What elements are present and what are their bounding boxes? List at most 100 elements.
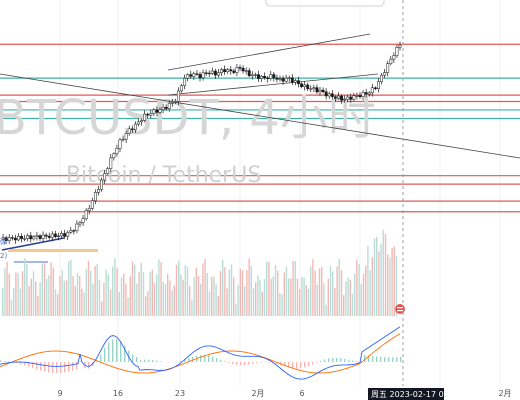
macd-histogram-bar <box>228 362 230 364</box>
macd-histogram-bar <box>68 362 70 372</box>
volume-bar <box>373 238 376 316</box>
volume-bar <box>32 271 35 316</box>
candle-body <box>213 70 217 76</box>
candle-body <box>195 73 199 75</box>
candle-body <box>330 93 334 97</box>
candle-body <box>50 233 54 238</box>
macd-histogram-bar <box>396 357 398 362</box>
x-tick-label: 2月 <box>251 389 264 398</box>
candle-body <box>23 238 27 240</box>
grid <box>59 0 501 386</box>
macd-histogram-bar <box>320 360 322 362</box>
macd-histogram-bar <box>284 362 286 367</box>
candle-body <box>229 69 233 72</box>
candle-body <box>315 87 319 93</box>
candle-body <box>380 74 383 83</box>
volume-bar <box>239 268 241 316</box>
candle-body <box>121 138 125 141</box>
candle-body <box>303 84 307 87</box>
macd-histogram-bar <box>60 362 62 374</box>
macd-histogram-bar <box>388 357 390 362</box>
candle-body <box>189 74 193 77</box>
candle-body <box>170 102 174 104</box>
candle-body <box>63 233 67 237</box>
candle-body <box>127 128 131 134</box>
volume-bar <box>19 288 21 316</box>
macd-histogram-bar <box>120 341 122 362</box>
volume-bar <box>382 229 384 316</box>
volume-bar <box>336 266 338 316</box>
macd-histogram-bar <box>344 358 346 362</box>
volume-bar <box>123 273 125 316</box>
toolbar-box[interactable] <box>265 0 385 7</box>
candle-body <box>352 95 356 100</box>
volume-bar <box>292 261 294 316</box>
candle-body <box>220 69 223 73</box>
candle-body <box>90 200 94 209</box>
volume-bar <box>46 278 48 316</box>
volume-bar <box>13 288 15 316</box>
volume-bar <box>235 303 237 316</box>
macd-histogram-bar <box>48 362 50 373</box>
volume-bar <box>356 259 358 316</box>
candle-body <box>133 123 137 130</box>
volume-bar <box>15 272 17 316</box>
volume-bar <box>391 247 393 316</box>
macd-histogram-bar <box>248 362 250 365</box>
channel-upper-line <box>167 33 371 71</box>
candle-body <box>269 74 273 79</box>
volume-bar <box>114 258 116 316</box>
macd-histogram-bar <box>316 362 318 363</box>
volume-bar <box>4 268 6 316</box>
volume-bar <box>323 283 325 316</box>
macd-histogram-bar <box>36 362 38 370</box>
x-tick-label: 23 <box>175 389 185 398</box>
volume-bar <box>37 295 39 316</box>
macd-histogram-bar <box>32 362 34 369</box>
candle-body <box>383 72 387 76</box>
macd-histogram-bar <box>308 362 310 367</box>
flag-icon-stripe <box>397 310 403 312</box>
volume-bar <box>338 258 340 316</box>
macd-histogram-bar <box>288 362 290 368</box>
volume-bar <box>351 294 354 316</box>
candle-body <box>297 80 300 85</box>
volume-bar <box>318 268 321 316</box>
volume-bar <box>283 272 285 316</box>
flag-icon[interactable] <box>395 304 405 314</box>
candle-body <box>244 70 248 72</box>
candle-body <box>97 189 100 193</box>
macd-histogram-bar <box>64 362 66 373</box>
candle-body <box>186 74 190 79</box>
macd-histogram-bar <box>4 360 6 362</box>
candle-body <box>118 139 122 149</box>
volume-bar <box>21 271 24 316</box>
volume-bar <box>103 282 105 316</box>
candle-body <box>137 121 140 125</box>
volume-bar <box>290 278 292 316</box>
volume-bar <box>345 281 347 316</box>
macd-histogram-bar <box>52 362 54 374</box>
macd-histogram-bar <box>276 362 278 364</box>
candle-body <box>75 223 79 231</box>
volume-bar <box>294 260 296 316</box>
volume-bar <box>50 262 52 316</box>
candle-body <box>26 235 30 239</box>
volume-bar <box>81 288 83 316</box>
candle-body <box>72 230 76 232</box>
candle-body <box>149 113 153 116</box>
volume-bar <box>365 265 367 316</box>
macd-histogram-bar <box>208 355 210 362</box>
macd-histogram-bar <box>8 361 10 362</box>
left-tag-2: 2) <box>0 252 7 260</box>
candle-body <box>340 95 343 101</box>
volume-bar <box>332 271 334 316</box>
candle-body <box>204 72 208 74</box>
candle-body <box>395 47 399 56</box>
candle-body <box>1 237 5 240</box>
volume-bar <box>211 276 213 316</box>
macd-histogram-bar <box>56 362 58 374</box>
volume-bar <box>120 277 123 316</box>
